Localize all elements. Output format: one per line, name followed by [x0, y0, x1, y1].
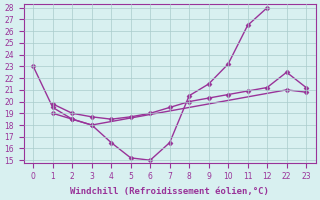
X-axis label: Windchill (Refroidissement éolien,°C): Windchill (Refroidissement éolien,°C) [70, 187, 269, 196]
